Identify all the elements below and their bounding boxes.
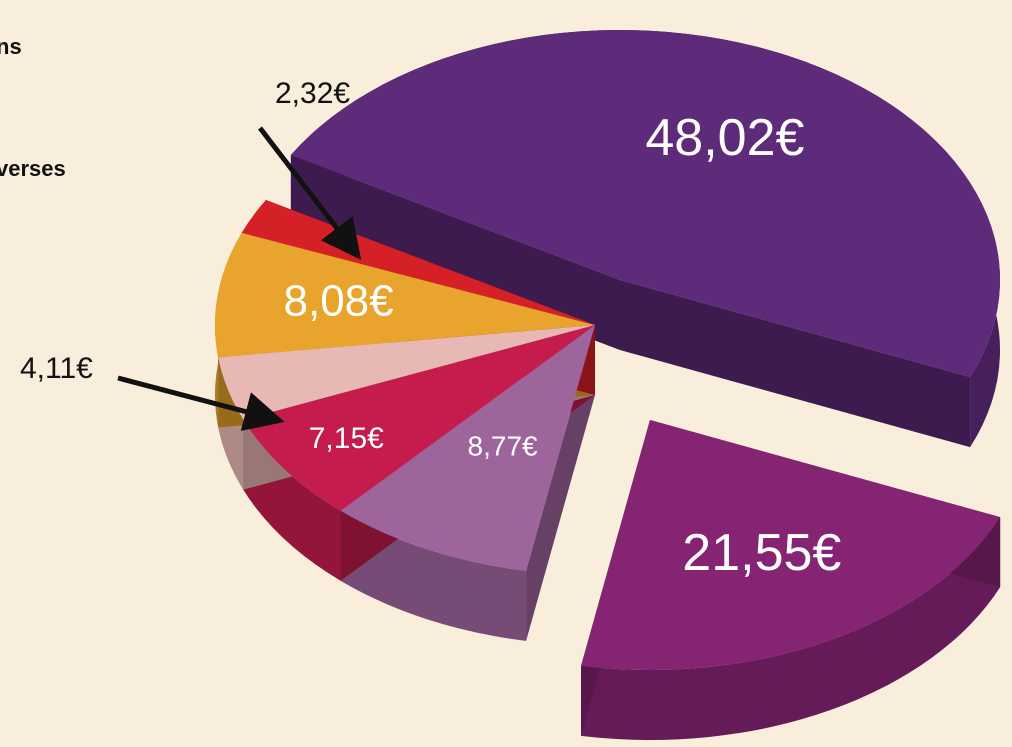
slice bbox=[340, 325, 595, 571]
value-label: 48,02€ bbox=[645, 109, 804, 167]
slice bbox=[218, 325, 595, 420]
slice bbox=[581, 420, 1001, 671]
slice bbox=[243, 325, 595, 511]
value-label: 7,15€ bbox=[309, 422, 384, 455]
slice-side bbox=[290, 155, 971, 448]
value-label: 8,77€ bbox=[468, 431, 538, 462]
value-label: 4,11€ bbox=[20, 352, 93, 385]
legend-fragment: verses bbox=[0, 156, 66, 181]
slice-shade bbox=[581, 517, 1001, 741]
value-label: 2,32€ bbox=[275, 77, 350, 110]
value-label: 21,55€ bbox=[682, 524, 841, 582]
arrow bbox=[117, 375, 285, 431]
slice-side bbox=[581, 517, 1001, 741]
slice bbox=[214, 232, 595, 358]
slice bbox=[290, 29, 1001, 378]
legend-fragment: ns bbox=[0, 34, 22, 59]
slice-shade bbox=[290, 155, 971, 448]
value-label: 8,08€ bbox=[284, 277, 394, 326]
arrow bbox=[258, 126, 362, 260]
